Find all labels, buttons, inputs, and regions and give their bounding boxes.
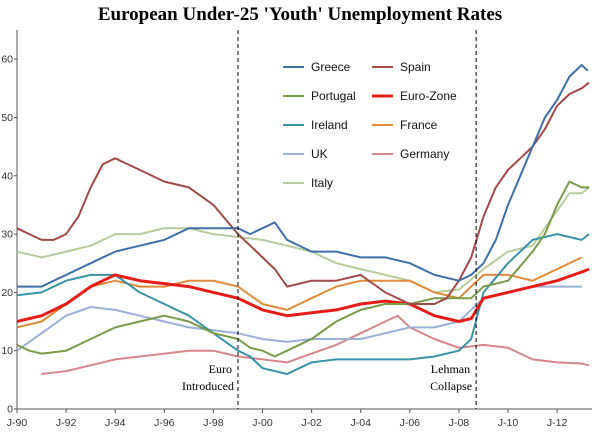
- y-tick-label: 40: [1, 170, 13, 182]
- legend-label: Euro-Zone: [400, 89, 457, 103]
- legend-label: Germany: [400, 147, 449, 161]
- annotation-label: Euro: [209, 362, 232, 376]
- x-tick-label: J-92: [56, 417, 77, 429]
- x-tick-labels: J-90 J-92 J-94 J-96 J-98 J-00 J-02 J-04 J-06 J-08…: [7, 409, 568, 429]
- x-tick-label: J-10: [498, 417, 519, 429]
- y-tick-label: 20: [1, 287, 13, 299]
- x-tick-label: J-00: [252, 417, 273, 429]
- series-line-ireland: [16, 233, 590, 375]
- annotation-label: Introduced: [182, 379, 234, 393]
- x-tick-label: J-12: [547, 417, 568, 429]
- legend-label: Ireland: [311, 118, 348, 132]
- y-tick-label: 10: [1, 345, 13, 357]
- x-tick-label: J-96: [154, 417, 175, 429]
- y-tick-labels: 0 10 20 30 40 50 60: [1, 54, 17, 416]
- series-line-france: [16, 256, 583, 329]
- series-line-germany: [41, 314, 590, 375]
- series-line-euro-zone: [16, 267, 590, 323]
- x-tick-label: J-02: [301, 417, 322, 429]
- x-tick-label: J-08: [449, 417, 470, 429]
- legend-label: Italy: [311, 176, 333, 190]
- legend-label: France: [400, 118, 438, 132]
- legend-label: UK: [311, 147, 328, 161]
- series-line-portugal: [16, 180, 590, 358]
- legend-label: Greece: [311, 60, 351, 74]
- x-tick-label: J-98: [203, 417, 224, 429]
- series-lines: [16, 64, 590, 375]
- legend: Greece Spain Portugal Euro-Zone Ireland Franc…: [283, 60, 457, 190]
- y-tick-label: 0: [7, 404, 13, 416]
- x-tick-label: J-06: [400, 417, 421, 429]
- series-line-spain: [16, 81, 590, 305]
- x-tick-label: J-94: [105, 417, 126, 429]
- event-annotations: Euro Introduced Lehman Collapse: [182, 30, 477, 409]
- legend-label: Spain: [400, 60, 431, 74]
- series-line-italy: [16, 186, 590, 294]
- annotation-label: Collapse: [430, 379, 472, 393]
- y-tick-label: 60: [1, 54, 13, 66]
- x-tick-label: J-04: [351, 417, 372, 429]
- chart-title: European Under-25 'Youth' Unemployment R…: [98, 4, 502, 25]
- y-tick-label: 30: [1, 229, 13, 241]
- y-tick-label: 50: [1, 112, 13, 124]
- series-line-greece: [17, 64, 589, 288]
- annotation-label: Lehman: [431, 362, 470, 376]
- x-tick-label: J-90: [7, 417, 28, 429]
- legend-label: Portugal: [311, 89, 356, 103]
